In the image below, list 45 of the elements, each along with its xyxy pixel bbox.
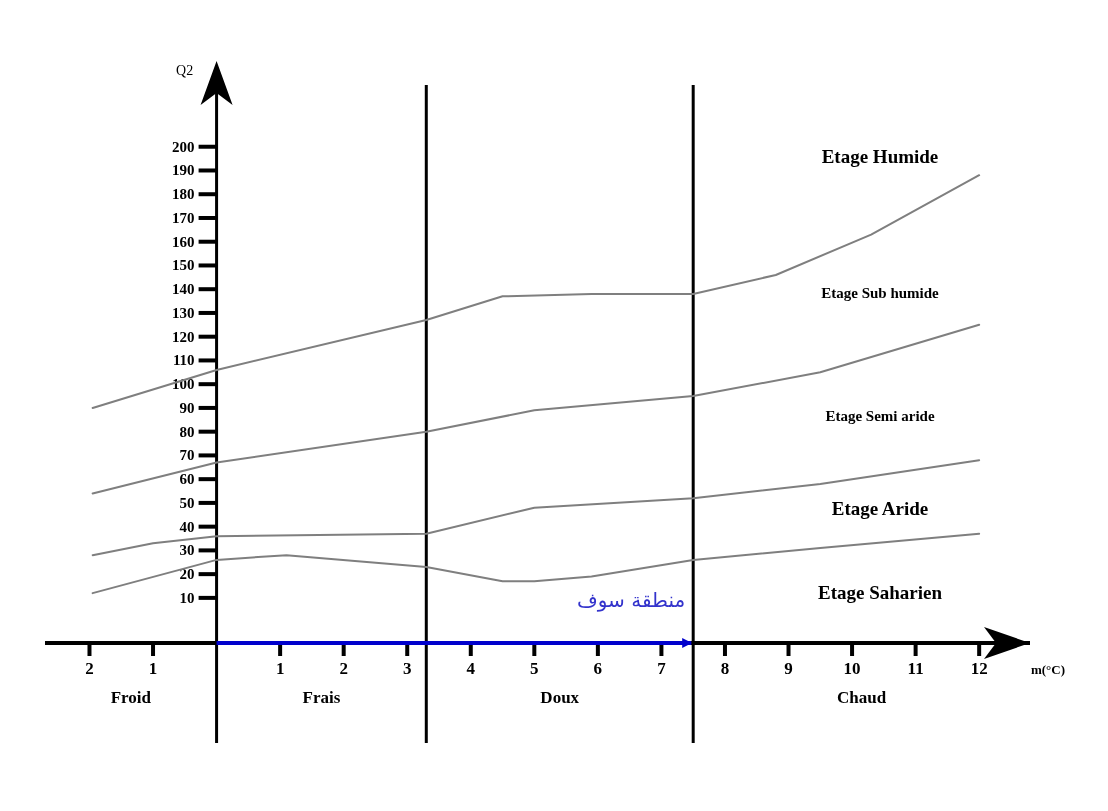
y-tick-label: 10	[179, 589, 195, 606]
y-tick-label: 80	[179, 423, 195, 440]
annotation: منطقة سوف	[577, 588, 686, 612]
x-tick-label: 1	[275, 659, 285, 678]
y-tick-label: 200	[172, 138, 195, 155]
x-tick-label: 11	[907, 659, 924, 678]
x-tick-label: 12	[970, 659, 988, 678]
y-tick-label: 180	[172, 186, 195, 203]
text: Chaud	[837, 688, 887, 707]
annotation: Etage Saharien	[817, 581, 943, 603]
y-tick-label: 40	[179, 518, 195, 535]
y-tick-label: 140	[172, 281, 195, 298]
y-tick-label: 130	[172, 304, 195, 321]
x-tick-label: 7	[657, 659, 667, 678]
y-tick-label: 190	[172, 162, 195, 179]
x-axis-title: m(°C)	[1030, 662, 1066, 677]
y-tick-label: 120	[172, 328, 195, 345]
x-tick-label: 6	[593, 659, 603, 678]
y-tick-label: 160	[172, 233, 195, 250]
x-tick-label: 8	[720, 659, 730, 678]
y-tick-label: 90	[179, 399, 195, 416]
y-tick-label: 50	[179, 494, 195, 511]
y-tick-label: 150	[172, 257, 195, 274]
annotation: Etage Aride	[831, 497, 929, 519]
y-tick-label: 20	[179, 566, 195, 583]
text: Froid	[110, 688, 152, 707]
x-tick-label: 3	[402, 659, 412, 678]
y-tick-label: 30	[179, 542, 195, 559]
x-tick-label: 9	[784, 659, 793, 678]
y-tick-label: 170	[172, 209, 195, 226]
text: Frais	[302, 688, 341, 707]
y-tick-label: 70	[179, 447, 195, 464]
annotation: Etage Humide	[821, 146, 939, 168]
text: Doux	[540, 688, 580, 707]
x-tick-label: 1	[148, 659, 158, 678]
y-tick-label: 110	[172, 352, 195, 369]
x-tick-label: 10	[843, 659, 861, 678]
x-tick-label: 4	[466, 659, 476, 678]
x-tick-label: 5	[530, 659, 539, 678]
y-axis-title: Q2	[176, 63, 194, 78]
y-tick-label: 60	[179, 471, 195, 488]
x-tick-label: 2	[85, 659, 94, 678]
x-tick-label: 2	[339, 659, 348, 678]
annotation: Etage Semi aride	[825, 407, 935, 424]
annotation: Etage Sub humide	[821, 285, 940, 302]
